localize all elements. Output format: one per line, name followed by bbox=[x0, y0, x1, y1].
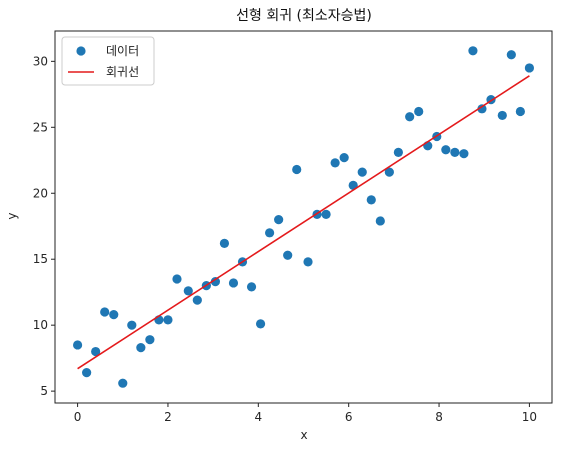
data-point bbox=[163, 315, 173, 325]
x-tick-label: 8 bbox=[435, 410, 443, 424]
data-point bbox=[524, 63, 535, 73]
data-point bbox=[303, 257, 313, 267]
data-point bbox=[405, 112, 415, 122]
x-tick-label: 2 bbox=[164, 410, 172, 424]
data-point bbox=[477, 104, 487, 114]
data-point bbox=[339, 153, 349, 163]
data-point bbox=[450, 147, 460, 157]
data-point bbox=[366, 195, 376, 205]
chart-title: 선형 회귀 (최소자승법) bbox=[236, 8, 372, 24]
data-point bbox=[72, 340, 83, 350]
x-tick-label: 4 bbox=[254, 410, 262, 424]
data-point bbox=[506, 50, 516, 60]
data-point bbox=[82, 368, 92, 378]
data-point bbox=[228, 278, 239, 288]
data-point bbox=[375, 216, 385, 226]
x-tick-label: 0 bbox=[74, 410, 82, 424]
data-point bbox=[357, 167, 367, 177]
y-tick-label: 10 bbox=[33, 318, 48, 332]
data-point bbox=[265, 228, 275, 238]
data-point bbox=[109, 310, 119, 320]
y-tick-label: 15 bbox=[33, 252, 48, 266]
x-tick-label: 6 bbox=[345, 410, 353, 424]
data-point bbox=[219, 238, 230, 248]
data-point bbox=[384, 167, 394, 177]
data-point bbox=[127, 320, 137, 330]
data-point bbox=[192, 295, 202, 305]
y-tick-label: 25 bbox=[33, 120, 48, 134]
y-tick-label: 30 bbox=[33, 54, 48, 68]
data-point bbox=[274, 215, 284, 225]
regression-line bbox=[77, 75, 530, 370]
x-axis-label: x bbox=[300, 428, 307, 442]
data-point bbox=[91, 346, 101, 357]
legend-label: 회귀선 bbox=[106, 65, 139, 79]
legend-label: 데이터 bbox=[106, 44, 139, 58]
data-point bbox=[255, 319, 266, 329]
data-point bbox=[118, 378, 128, 388]
data-point bbox=[292, 164, 302, 175]
data-point bbox=[246, 282, 257, 292]
data-point bbox=[459, 149, 469, 159]
y-axis-label: y bbox=[5, 212, 19, 219]
data-point bbox=[441, 145, 451, 155]
data-point bbox=[330, 158, 340, 168]
y-tick-label: 20 bbox=[33, 186, 48, 200]
data-point bbox=[183, 286, 193, 296]
axes-frame bbox=[54, 30, 553, 404]
data-point bbox=[497, 110, 507, 121]
y-tick-label: 5 bbox=[40, 384, 48, 398]
x-tick-label: 10 bbox=[522, 410, 537, 424]
data-point bbox=[414, 106, 424, 117]
data-point bbox=[283, 250, 293, 260]
data-point bbox=[100, 307, 110, 317]
data-point bbox=[145, 335, 155, 345]
data-point bbox=[172, 274, 182, 284]
legend-marker-swatch bbox=[76, 46, 86, 56]
data-point bbox=[468, 46, 478, 56]
data-point bbox=[210, 277, 220, 287]
data-point bbox=[393, 147, 403, 157]
data-point bbox=[136, 343, 146, 353]
data-point bbox=[515, 106, 525, 117]
data-point bbox=[321, 209, 331, 219]
